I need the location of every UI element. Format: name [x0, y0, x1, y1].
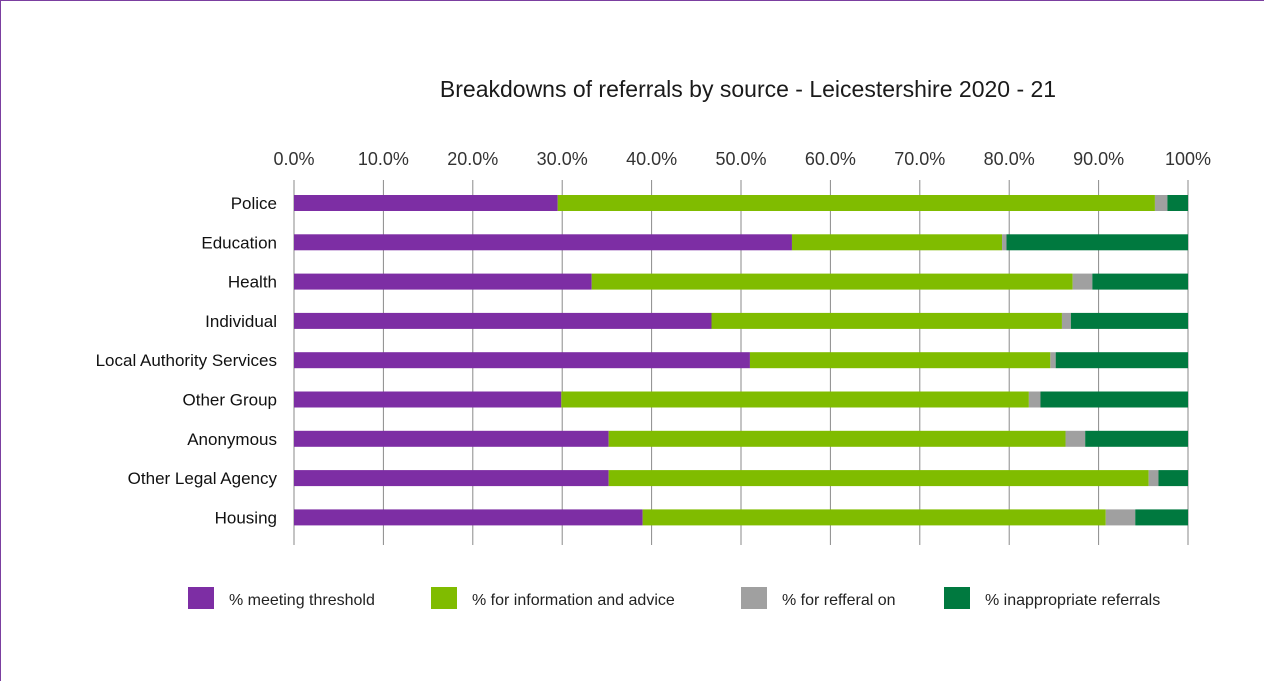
bar-segment	[1092, 273, 1188, 290]
category-label: Anonymous	[187, 430, 277, 449]
x-tick-label: 100%	[1165, 149, 1211, 169]
bar-segment	[1135, 509, 1188, 526]
bar-segment	[1006, 234, 1188, 251]
bar-segment	[294, 509, 643, 526]
x-axis-tick-labels: 0.0% 10.0% 20.0% 30.0% 40.0% 50.0% 60.0% 70.0% 8…	[273, 149, 1211, 169]
legend-swatch	[944, 587, 970, 609]
legend-label: % for information and advice	[472, 592, 675, 609]
legend-swatch	[188, 587, 214, 609]
category-label: Individual	[205, 312, 277, 331]
category-label: Police	[231, 194, 277, 213]
bar-segment	[294, 312, 712, 329]
x-tick-label: 20.0%	[447, 149, 498, 169]
x-tick-label: 10.0%	[358, 149, 409, 169]
bar-segment	[1055, 352, 1188, 369]
bar-segment	[1050, 352, 1056, 369]
bar-segment	[294, 470, 609, 487]
bar-segment	[1158, 470, 1188, 487]
category-label: Other Group	[183, 391, 278, 410]
bar-segment	[749, 352, 1051, 369]
x-tick-label: 80.0%	[984, 149, 1035, 169]
bar-segment	[1002, 234, 1007, 251]
x-tick-label: 60.0%	[805, 149, 856, 169]
bar-segment	[591, 273, 1073, 290]
bar-segment	[791, 234, 1003, 251]
bar-segment	[294, 195, 558, 211]
category-label: Housing	[215, 508, 277, 527]
bar-segment	[561, 391, 1029, 408]
bar-segment	[294, 391, 562, 408]
bar-segment	[294, 430, 609, 447]
x-tick-label: 50.0%	[715, 149, 766, 169]
category-label: Local Authority Services	[96, 351, 277, 370]
x-tick-label: 70.0%	[894, 149, 945, 169]
legend-label: % inappropriate referrals	[985, 592, 1160, 609]
bar-segment	[1061, 312, 1071, 329]
category-label: Other Legal Agency	[128, 469, 278, 488]
legend-label: % meeting threshold	[229, 592, 375, 609]
category-label: Education	[201, 233, 277, 252]
bar-segment	[1154, 195, 1168, 211]
bar-segment	[557, 195, 1155, 211]
bar-segment	[711, 312, 1062, 329]
legend-swatch	[431, 587, 457, 609]
bar-segment	[1040, 391, 1188, 408]
bars	[294, 195, 1188, 526]
bar-segment	[1072, 273, 1093, 290]
bar-segment	[1167, 195, 1188, 211]
bar-segment	[1085, 430, 1188, 447]
x-tick-label: 30.0%	[537, 149, 588, 169]
bar-segment	[294, 273, 592, 290]
category-label: Health	[228, 273, 277, 292]
bar-segment	[608, 470, 1149, 487]
x-tick-label: 0.0%	[273, 149, 314, 169]
bar-segment	[1105, 509, 1136, 526]
legend-swatch	[741, 587, 767, 609]
legend-label: % for refferal on	[782, 592, 896, 609]
bar-segment	[608, 430, 1066, 447]
bar-segment	[1148, 470, 1159, 487]
bar-segment	[1070, 312, 1188, 329]
bar-segment	[294, 234, 792, 251]
bar-segment	[1065, 430, 1086, 447]
bar-segment	[1028, 391, 1041, 408]
x-tick-label: 90.0%	[1073, 149, 1124, 169]
x-tick-label: 40.0%	[626, 149, 677, 169]
bar-segment	[642, 509, 1106, 526]
category-labels: Police Education Health Individual Local Aut…	[96, 194, 278, 527]
legend: % meeting threshold % for information and…	[188, 587, 1160, 609]
bar-segment	[294, 352, 750, 369]
chart-title: Breakdowns of referrals by source - Leic…	[440, 76, 1056, 102]
